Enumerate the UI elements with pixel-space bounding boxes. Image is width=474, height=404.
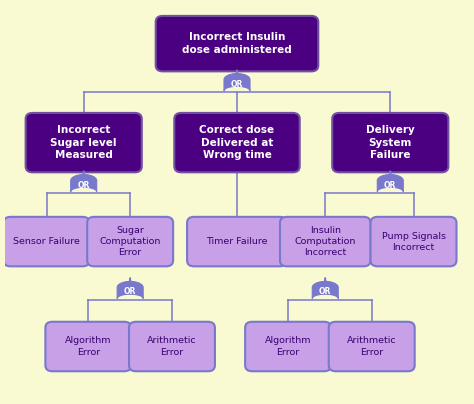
Text: Algorithm
Error: Algorithm Error — [265, 337, 311, 357]
Polygon shape — [312, 282, 338, 299]
Text: OR: OR — [78, 181, 90, 189]
FancyBboxPatch shape — [280, 217, 371, 266]
FancyBboxPatch shape — [4, 217, 90, 266]
Text: OR: OR — [319, 288, 331, 297]
FancyBboxPatch shape — [174, 113, 300, 172]
Text: Algorithm
Error: Algorithm Error — [65, 337, 111, 357]
FancyBboxPatch shape — [332, 113, 448, 172]
Text: Pump Signals
Incorrect: Pump Signals Incorrect — [382, 231, 446, 252]
FancyBboxPatch shape — [371, 217, 456, 266]
FancyBboxPatch shape — [46, 322, 131, 371]
Text: OR: OR — [384, 181, 396, 189]
Text: Correct dose
Delivered at
Wrong time: Correct dose Delivered at Wrong time — [200, 125, 274, 160]
Polygon shape — [224, 74, 250, 91]
FancyBboxPatch shape — [155, 16, 318, 72]
Polygon shape — [377, 175, 403, 192]
Text: Arithmetic
Error: Arithmetic Error — [347, 337, 397, 357]
Text: Timer Failure: Timer Failure — [206, 237, 268, 246]
Text: Sensor Failure: Sensor Failure — [13, 237, 80, 246]
Text: Sugar
Computation
Error: Sugar Computation Error — [100, 226, 161, 257]
FancyBboxPatch shape — [187, 217, 287, 266]
Text: Incorrect
Sugar level
Measured: Incorrect Sugar level Measured — [50, 125, 117, 160]
Text: OR: OR — [231, 80, 243, 88]
FancyBboxPatch shape — [245, 322, 331, 371]
FancyBboxPatch shape — [129, 322, 215, 371]
Text: Delivery
System
Failure: Delivery System Failure — [366, 125, 415, 160]
Polygon shape — [71, 175, 97, 192]
FancyBboxPatch shape — [329, 322, 415, 371]
Polygon shape — [117, 282, 143, 299]
Text: OR: OR — [124, 288, 137, 297]
Text: Arithmetic
Error: Arithmetic Error — [147, 337, 197, 357]
Text: Insulin
Computation
Incorrect: Insulin Computation Incorrect — [294, 226, 356, 257]
Text: Incorrect Insulin
dose administered: Incorrect Insulin dose administered — [182, 32, 292, 55]
FancyBboxPatch shape — [87, 217, 173, 266]
FancyBboxPatch shape — [26, 113, 142, 172]
